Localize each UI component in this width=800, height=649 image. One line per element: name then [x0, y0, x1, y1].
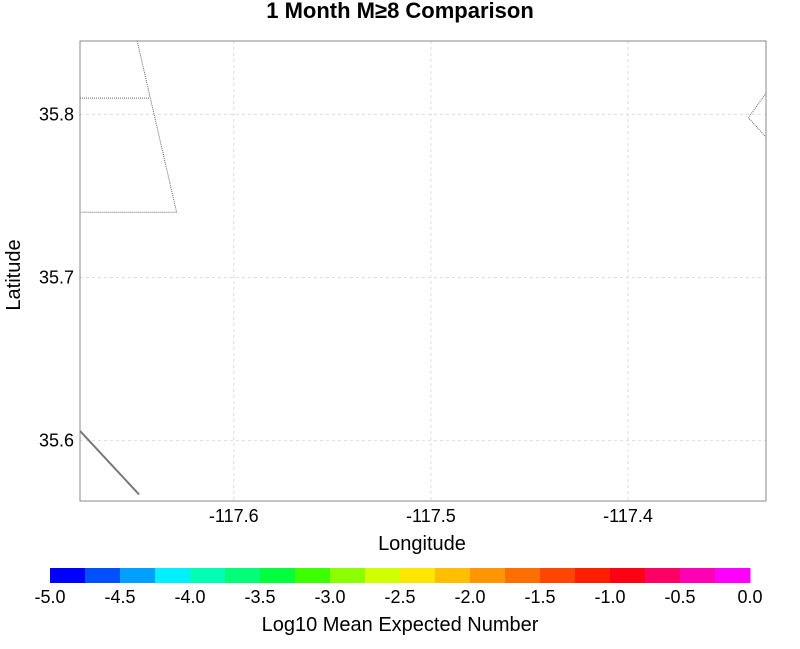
- colorbar-swatch: [190, 568, 226, 583]
- colorbar-tick-label: -2.0: [454, 587, 485, 607]
- y-tick-label: 35.8: [39, 104, 74, 124]
- chart-title: 1 Month M≥8 Comparison: [266, 0, 534, 23]
- colorbar-swatch: [435, 568, 471, 583]
- colorbar-swatch: [400, 568, 436, 583]
- east-boundary: [747, 41, 766, 138]
- x-tick-label: -117.6: [209, 506, 259, 526]
- boundary-lines: [80, 41, 766, 496]
- colorbar-swatch: [365, 568, 401, 583]
- colorbar-tick-label: -2.5: [384, 587, 415, 607]
- colorbar-tick-label: -4.0: [174, 587, 205, 607]
- colorbar-tick-label: -3.0: [314, 587, 345, 607]
- colorbar-ticks: -5.0 -4.5 -4.0 -3.5 -3.0 -2.5 -2.0 -1.5 -1.0 -0.5…: [34, 587, 762, 607]
- colorbar-tick-label: 0.0: [737, 587, 762, 607]
- colorbar-swatch: [505, 568, 541, 583]
- y-tick-label: 35.7: [39, 268, 74, 288]
- colorbar-swatch: [295, 568, 331, 583]
- colorbar-tick-label: -1.0: [594, 587, 625, 607]
- x-axis-ticks: -117.6 -117.5 -117.4: [209, 506, 653, 526]
- colorbar-swatch: [330, 568, 366, 583]
- colorbar-tick-label: -5.0: [34, 587, 65, 607]
- colorbar-swatch: [575, 568, 611, 583]
- colorbar-swatch: [225, 568, 261, 583]
- colorbar-swatch: [260, 568, 296, 583]
- colorbar-tick-label: -3.5: [244, 587, 275, 607]
- colorbar: [50, 568, 751, 583]
- colorbar-label: Log10 Mean Expected Number: [262, 614, 539, 636]
- colorbar-swatch: [155, 568, 191, 583]
- fault-line: [80, 430, 140, 496]
- colorbar-swatch: [540, 568, 576, 583]
- colorbar-swatch: [120, 568, 156, 583]
- y-axis-ticks: 35.6 35.7 35.8: [39, 104, 74, 450]
- colorbar-tick-label: -0.5: [664, 587, 695, 607]
- x-tick-label: -117.4: [603, 506, 653, 526]
- colorbar-swatch: [680, 568, 716, 583]
- colorbar-swatch: [610, 568, 646, 583]
- x-axis-label: Longitude: [378, 533, 466, 555]
- colorbar-tick-label: -1.5: [524, 587, 555, 607]
- colorbar-swatch: [50, 568, 86, 583]
- colorbar-swatch: [85, 568, 121, 583]
- colorbar-swatch: [470, 568, 506, 583]
- grid: [80, 41, 766, 501]
- colorbar-swatch: [645, 568, 681, 583]
- y-axis-label: Latitude: [3, 239, 25, 310]
- y-tick-label: 35.6: [39, 431, 74, 451]
- x-tick-label: -117.5: [406, 506, 456, 526]
- county-boundary-diagonal: [136, 41, 178, 213]
- colorbar-swatch: [715, 568, 751, 583]
- plot-frame: [79, 40, 767, 502]
- colorbar-tick-label: -4.5: [104, 587, 135, 607]
